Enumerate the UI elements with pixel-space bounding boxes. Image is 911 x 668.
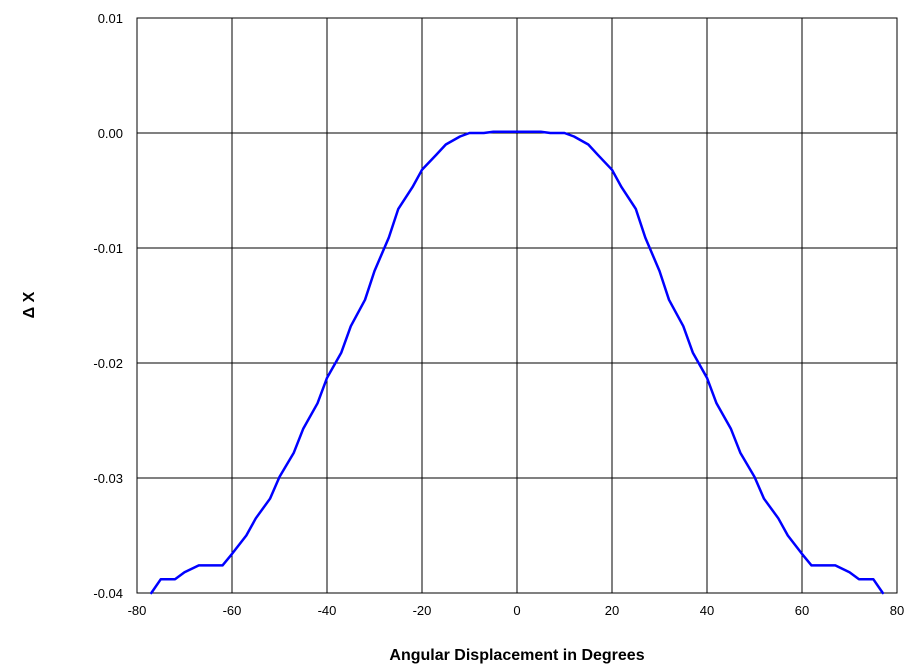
y-tick-label: 0.01 [98,11,123,26]
y-tick-label: 0.00 [98,126,123,141]
x-tick-label: -20 [413,603,432,618]
x-axis-label: Angular Displacement in Degrees [389,647,644,664]
x-tick-label: 60 [795,603,809,618]
x-tick-label: -60 [223,603,242,618]
y-tick-label: -0.04 [93,586,123,601]
x-tick-labels: -80 -60 -40 -20 0 20 40 60 80 [128,603,905,618]
y-tick-labels: 0.01 0.00 -0.01 -0.02 -0.03 -0.04 [93,11,123,601]
series-line-0 [150,130,885,595]
x-tick-label: -40 [318,603,337,618]
x-tick-label: -80 [128,603,147,618]
y-axis-label: Δ X [21,291,38,318]
x-tick-label: 80 [890,603,904,618]
y-tick-label: -0.03 [93,471,123,486]
x-tick-label: 20 [605,603,619,618]
y-tick-label: -0.01 [93,241,123,256]
x-tick-label: 40 [700,603,714,618]
y-tick-label: -0.02 [93,356,123,371]
x-tick-label: 0 [513,603,520,618]
grid-lines [136,17,898,594]
series-group [150,130,885,595]
plot-area [136,17,898,594]
